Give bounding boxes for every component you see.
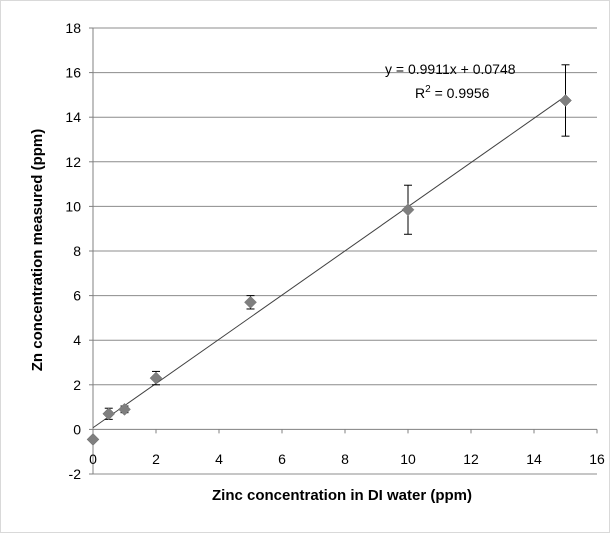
y-tick-label-10: 10 [65, 198, 81, 214]
y-tick-labels: -2 0 2 4 6 8 10 12 14 16 18 [65, 20, 81, 482]
error-bars [104, 64, 570, 420]
x-tick-label-4: 4 [215, 451, 223, 467]
trendline-group [92, 95, 566, 429]
x-tick-label-6: 6 [278, 451, 286, 467]
r-squared-prefix: R [415, 85, 425, 101]
x-tick-label-0: 0 [89, 451, 97, 467]
y-tick-label-18: 18 [65, 20, 81, 36]
data-point-0 [86, 433, 100, 446]
data-point-2 [118, 402, 131, 416]
y-tick-label-16: 16 [65, 65, 81, 81]
x-axis-title: Zinc concentration in DI water (ppm) [212, 487, 472, 504]
r-squared-label: R2 = 0.9956 [415, 84, 490, 101]
x-tick-label-14: 14 [526, 451, 542, 467]
y-tick-label--2: -2 [69, 466, 82, 482]
data-point-5 [401, 203, 415, 217]
data-points [86, 94, 572, 446]
y-tick-label-0: 0 [73, 421, 81, 437]
r-squared-value: = 0.9956 [431, 85, 490, 101]
x-tick-label-16: 16 [589, 451, 605, 467]
y-tick-label-8: 8 [73, 243, 81, 259]
gridlines [93, 27, 597, 475]
y-axis-title: Zn concentration measured (ppm) [29, 129, 46, 372]
axes [89, 27, 598, 475]
y-tick-label-14: 14 [65, 109, 81, 125]
data-point-6 [559, 94, 572, 107]
x-tick-label-12: 12 [463, 451, 479, 467]
y-tick-label-12: 12 [65, 154, 81, 170]
data-point-1 [102, 407, 116, 421]
equation-label: y = 0.9911x + 0.0748 [385, 61, 516, 77]
x-tick-label-8: 8 [341, 451, 349, 467]
trendline [92, 95, 566, 429]
y-tick-label-4: 4 [73, 332, 81, 348]
data-point-3 [149, 371, 163, 385]
y-tick-label-6: 6 [73, 288, 81, 304]
x-tick-label-10: 10 [400, 451, 416, 467]
y-tick-label-2: 2 [73, 377, 81, 393]
r-squared-superscript: 2 [425, 84, 431, 95]
x-tick-labels: 0 2 4 6 8 10 12 14 16 [89, 451, 605, 467]
x-tick-label-2: 2 [152, 451, 160, 467]
data-point-4 [244, 295, 257, 309]
